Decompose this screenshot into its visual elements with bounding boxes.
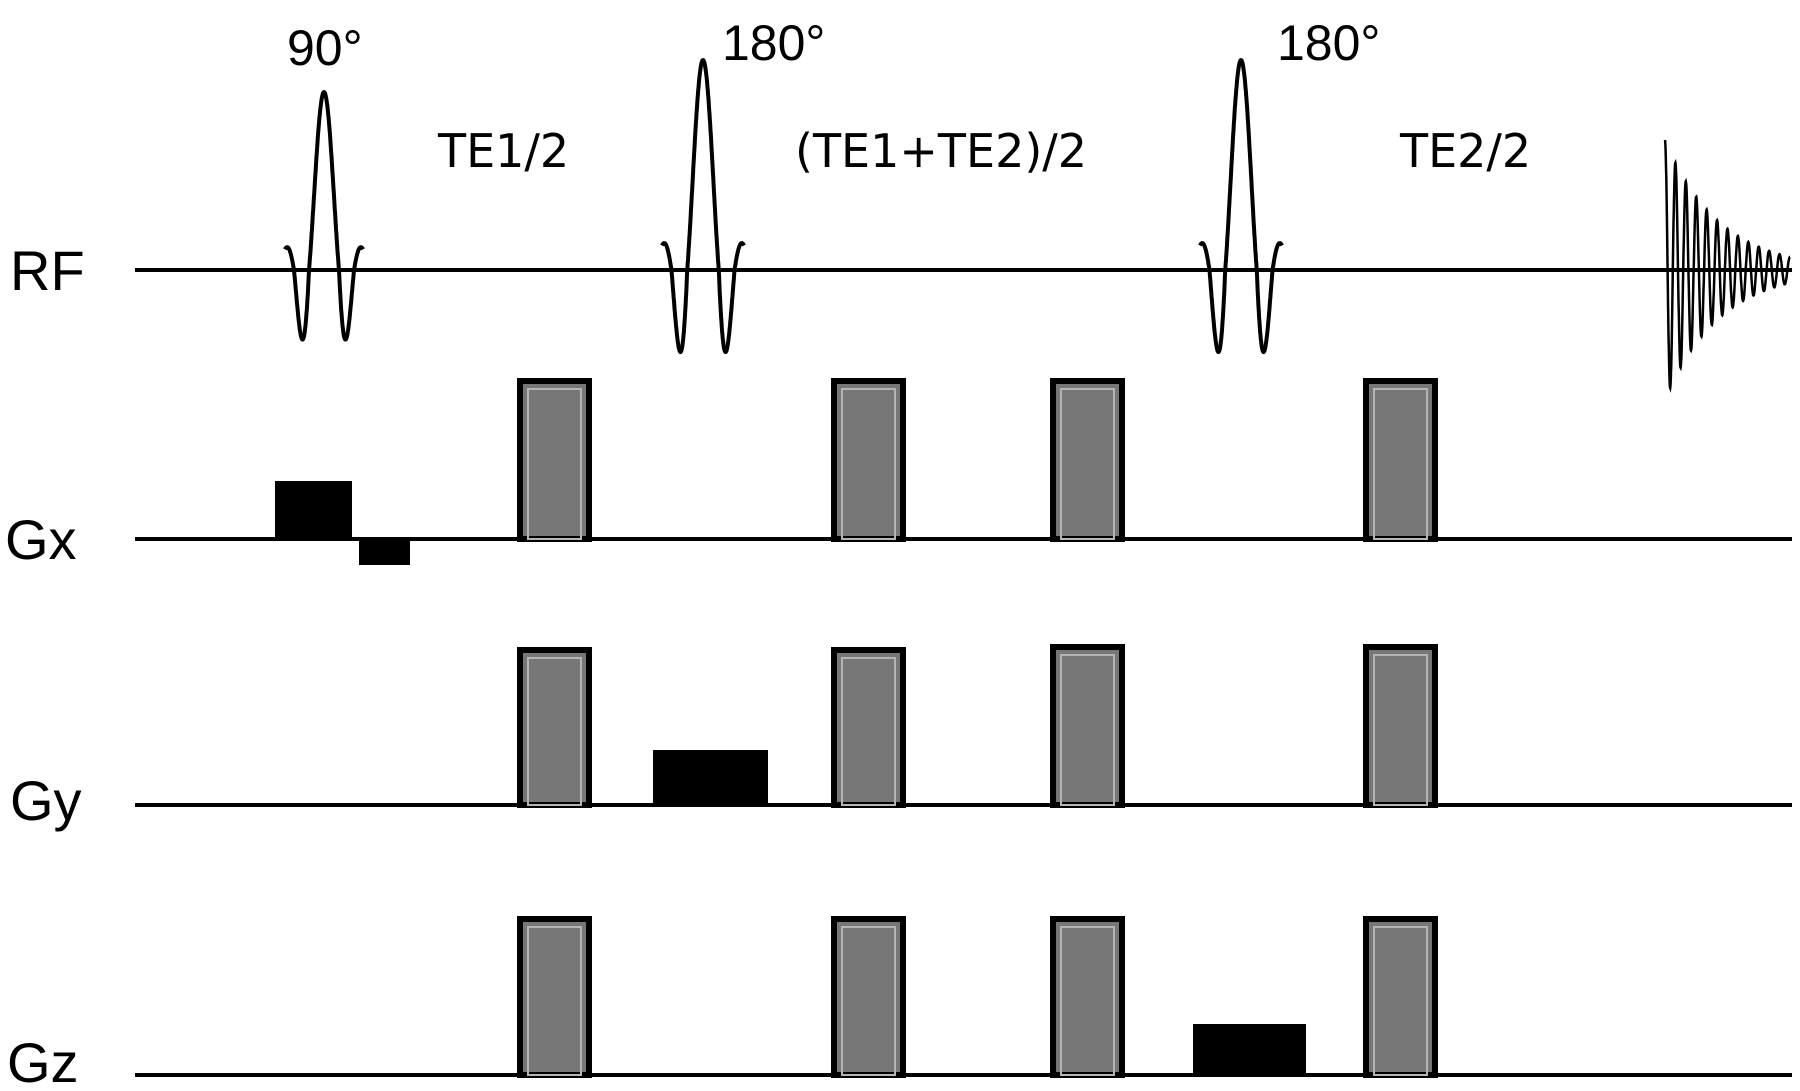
interval-label-te1-te2-half: (TE1+TE2)/2 xyxy=(795,124,1087,178)
gy-crusher xyxy=(517,647,592,808)
gx-row-label: Gx xyxy=(5,508,77,571)
interval-label-te2-half: TE2/2 xyxy=(1399,124,1531,178)
gy-slice-select-lobe xyxy=(653,750,768,806)
gx-gradients xyxy=(275,378,1438,565)
rf-row-label: RF xyxy=(10,239,85,302)
pulse-label-180-second: 180° xyxy=(1277,15,1380,71)
gx-rephase-lobe xyxy=(359,538,410,565)
gx-crusher xyxy=(831,378,906,542)
gz-crusher xyxy=(1050,916,1125,1078)
gz-row-label: Gz xyxy=(7,1031,79,1091)
gx-crusher xyxy=(1050,378,1125,542)
gy-crusher xyxy=(1363,644,1438,808)
gz-crusher xyxy=(1363,916,1438,1078)
gy-crusher xyxy=(1050,644,1125,808)
pulse-label-180-first: 180° xyxy=(722,15,825,71)
echo-signal xyxy=(1663,139,1791,393)
gx-crusher xyxy=(517,378,592,542)
pulse-label-90: 90° xyxy=(287,20,363,76)
gz-slice-select-lobe xyxy=(1193,1024,1306,1076)
gx-crusher xyxy=(1363,378,1438,542)
rf-pulse-180-second xyxy=(1198,58,1284,355)
gz-crusher xyxy=(831,916,906,1078)
gz-gradients xyxy=(517,916,1438,1078)
rf-pulse-90 xyxy=(283,90,365,342)
rf-pulse-180-first xyxy=(660,58,746,355)
gy-row-label: Gy xyxy=(10,769,82,832)
gz-crusher xyxy=(517,916,592,1078)
interval-label-te1-half: TE1/2 xyxy=(437,124,569,178)
gy-crusher xyxy=(831,647,906,808)
gx-slice-select-lobe xyxy=(275,481,352,540)
gy-gradients xyxy=(517,644,1438,808)
